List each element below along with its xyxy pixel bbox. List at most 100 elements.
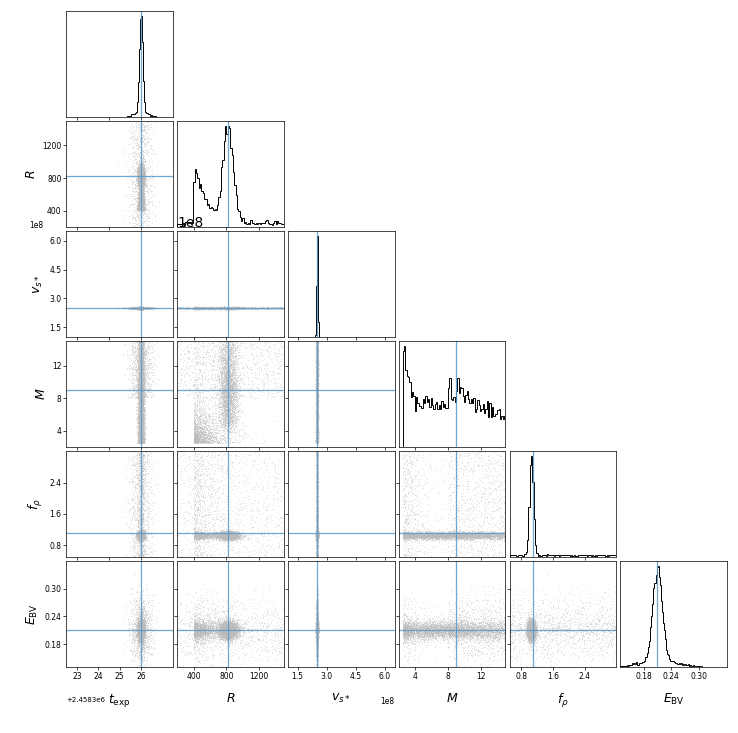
Point <box>133 177 145 188</box>
Point <box>136 302 148 314</box>
Point <box>133 164 145 176</box>
Point <box>220 625 232 636</box>
Point <box>312 623 324 635</box>
Point <box>312 627 324 638</box>
Point <box>311 620 323 632</box>
Point <box>136 364 148 375</box>
Point <box>273 539 285 551</box>
Point <box>135 528 147 540</box>
Point <box>134 301 146 313</box>
Point <box>213 629 225 641</box>
Point <box>311 531 323 543</box>
Point <box>482 531 494 542</box>
Point <box>244 534 256 545</box>
Point <box>134 301 145 312</box>
Point <box>593 597 604 609</box>
Point <box>311 615 323 627</box>
Point <box>482 623 494 635</box>
Point <box>138 424 150 436</box>
Point <box>423 626 435 638</box>
Point <box>404 451 415 463</box>
Point <box>130 607 142 619</box>
Point <box>400 529 412 541</box>
Point <box>136 158 148 169</box>
Point <box>228 528 240 540</box>
Point <box>193 642 205 654</box>
Point <box>311 615 323 627</box>
Point <box>221 529 232 541</box>
Point <box>137 180 149 192</box>
Point <box>449 528 461 540</box>
Point <box>525 627 537 638</box>
Point <box>523 613 535 625</box>
Point <box>311 617 323 629</box>
Point <box>461 530 472 542</box>
Point <box>139 643 151 655</box>
Point <box>135 530 147 542</box>
Point <box>217 656 229 668</box>
Point <box>408 622 420 634</box>
Point <box>311 479 323 490</box>
Point <box>489 533 500 545</box>
Point <box>455 531 466 542</box>
Point <box>135 365 147 377</box>
Point <box>260 364 272 375</box>
Point <box>215 530 227 542</box>
Point <box>199 547 210 559</box>
Point <box>447 616 459 627</box>
Point <box>224 302 236 314</box>
Point <box>138 348 150 360</box>
Point <box>311 631 323 643</box>
Point <box>474 619 486 630</box>
Point <box>268 382 280 394</box>
Point <box>134 529 146 541</box>
Point <box>134 301 145 313</box>
Point <box>137 623 148 635</box>
Point <box>210 303 222 315</box>
Point <box>139 301 151 313</box>
Point <box>134 388 145 399</box>
Point <box>311 389 323 401</box>
Point <box>134 623 146 635</box>
Point <box>135 528 147 539</box>
Point <box>224 529 236 541</box>
Point <box>260 546 272 558</box>
Point <box>311 518 323 530</box>
Point <box>523 627 535 639</box>
Point <box>137 598 148 610</box>
Point <box>437 528 449 540</box>
Point <box>311 529 323 541</box>
Point <box>523 629 534 641</box>
Point <box>221 341 232 353</box>
Point <box>138 622 150 633</box>
Point <box>136 412 148 424</box>
Point <box>312 610 324 622</box>
Point <box>134 303 145 314</box>
Point <box>312 527 324 539</box>
Point <box>311 353 323 364</box>
Point <box>487 626 499 638</box>
Point <box>136 360 148 372</box>
Point <box>139 303 151 314</box>
Point <box>192 432 204 444</box>
Point <box>187 392 199 404</box>
Point <box>399 619 410 630</box>
Point <box>130 303 142 314</box>
Point <box>134 619 146 630</box>
Point <box>218 632 230 644</box>
Point <box>135 619 147 630</box>
Point <box>134 531 146 542</box>
Point <box>134 419 146 431</box>
Point <box>413 550 424 562</box>
Point <box>137 429 148 441</box>
Point <box>218 625 230 636</box>
Point <box>554 625 566 636</box>
Point <box>133 358 145 370</box>
Point <box>310 531 322 542</box>
Point <box>204 625 216 636</box>
Point <box>134 303 146 314</box>
Point <box>139 363 151 375</box>
Point <box>137 426 149 438</box>
Point <box>474 626 486 638</box>
Point <box>312 627 324 639</box>
